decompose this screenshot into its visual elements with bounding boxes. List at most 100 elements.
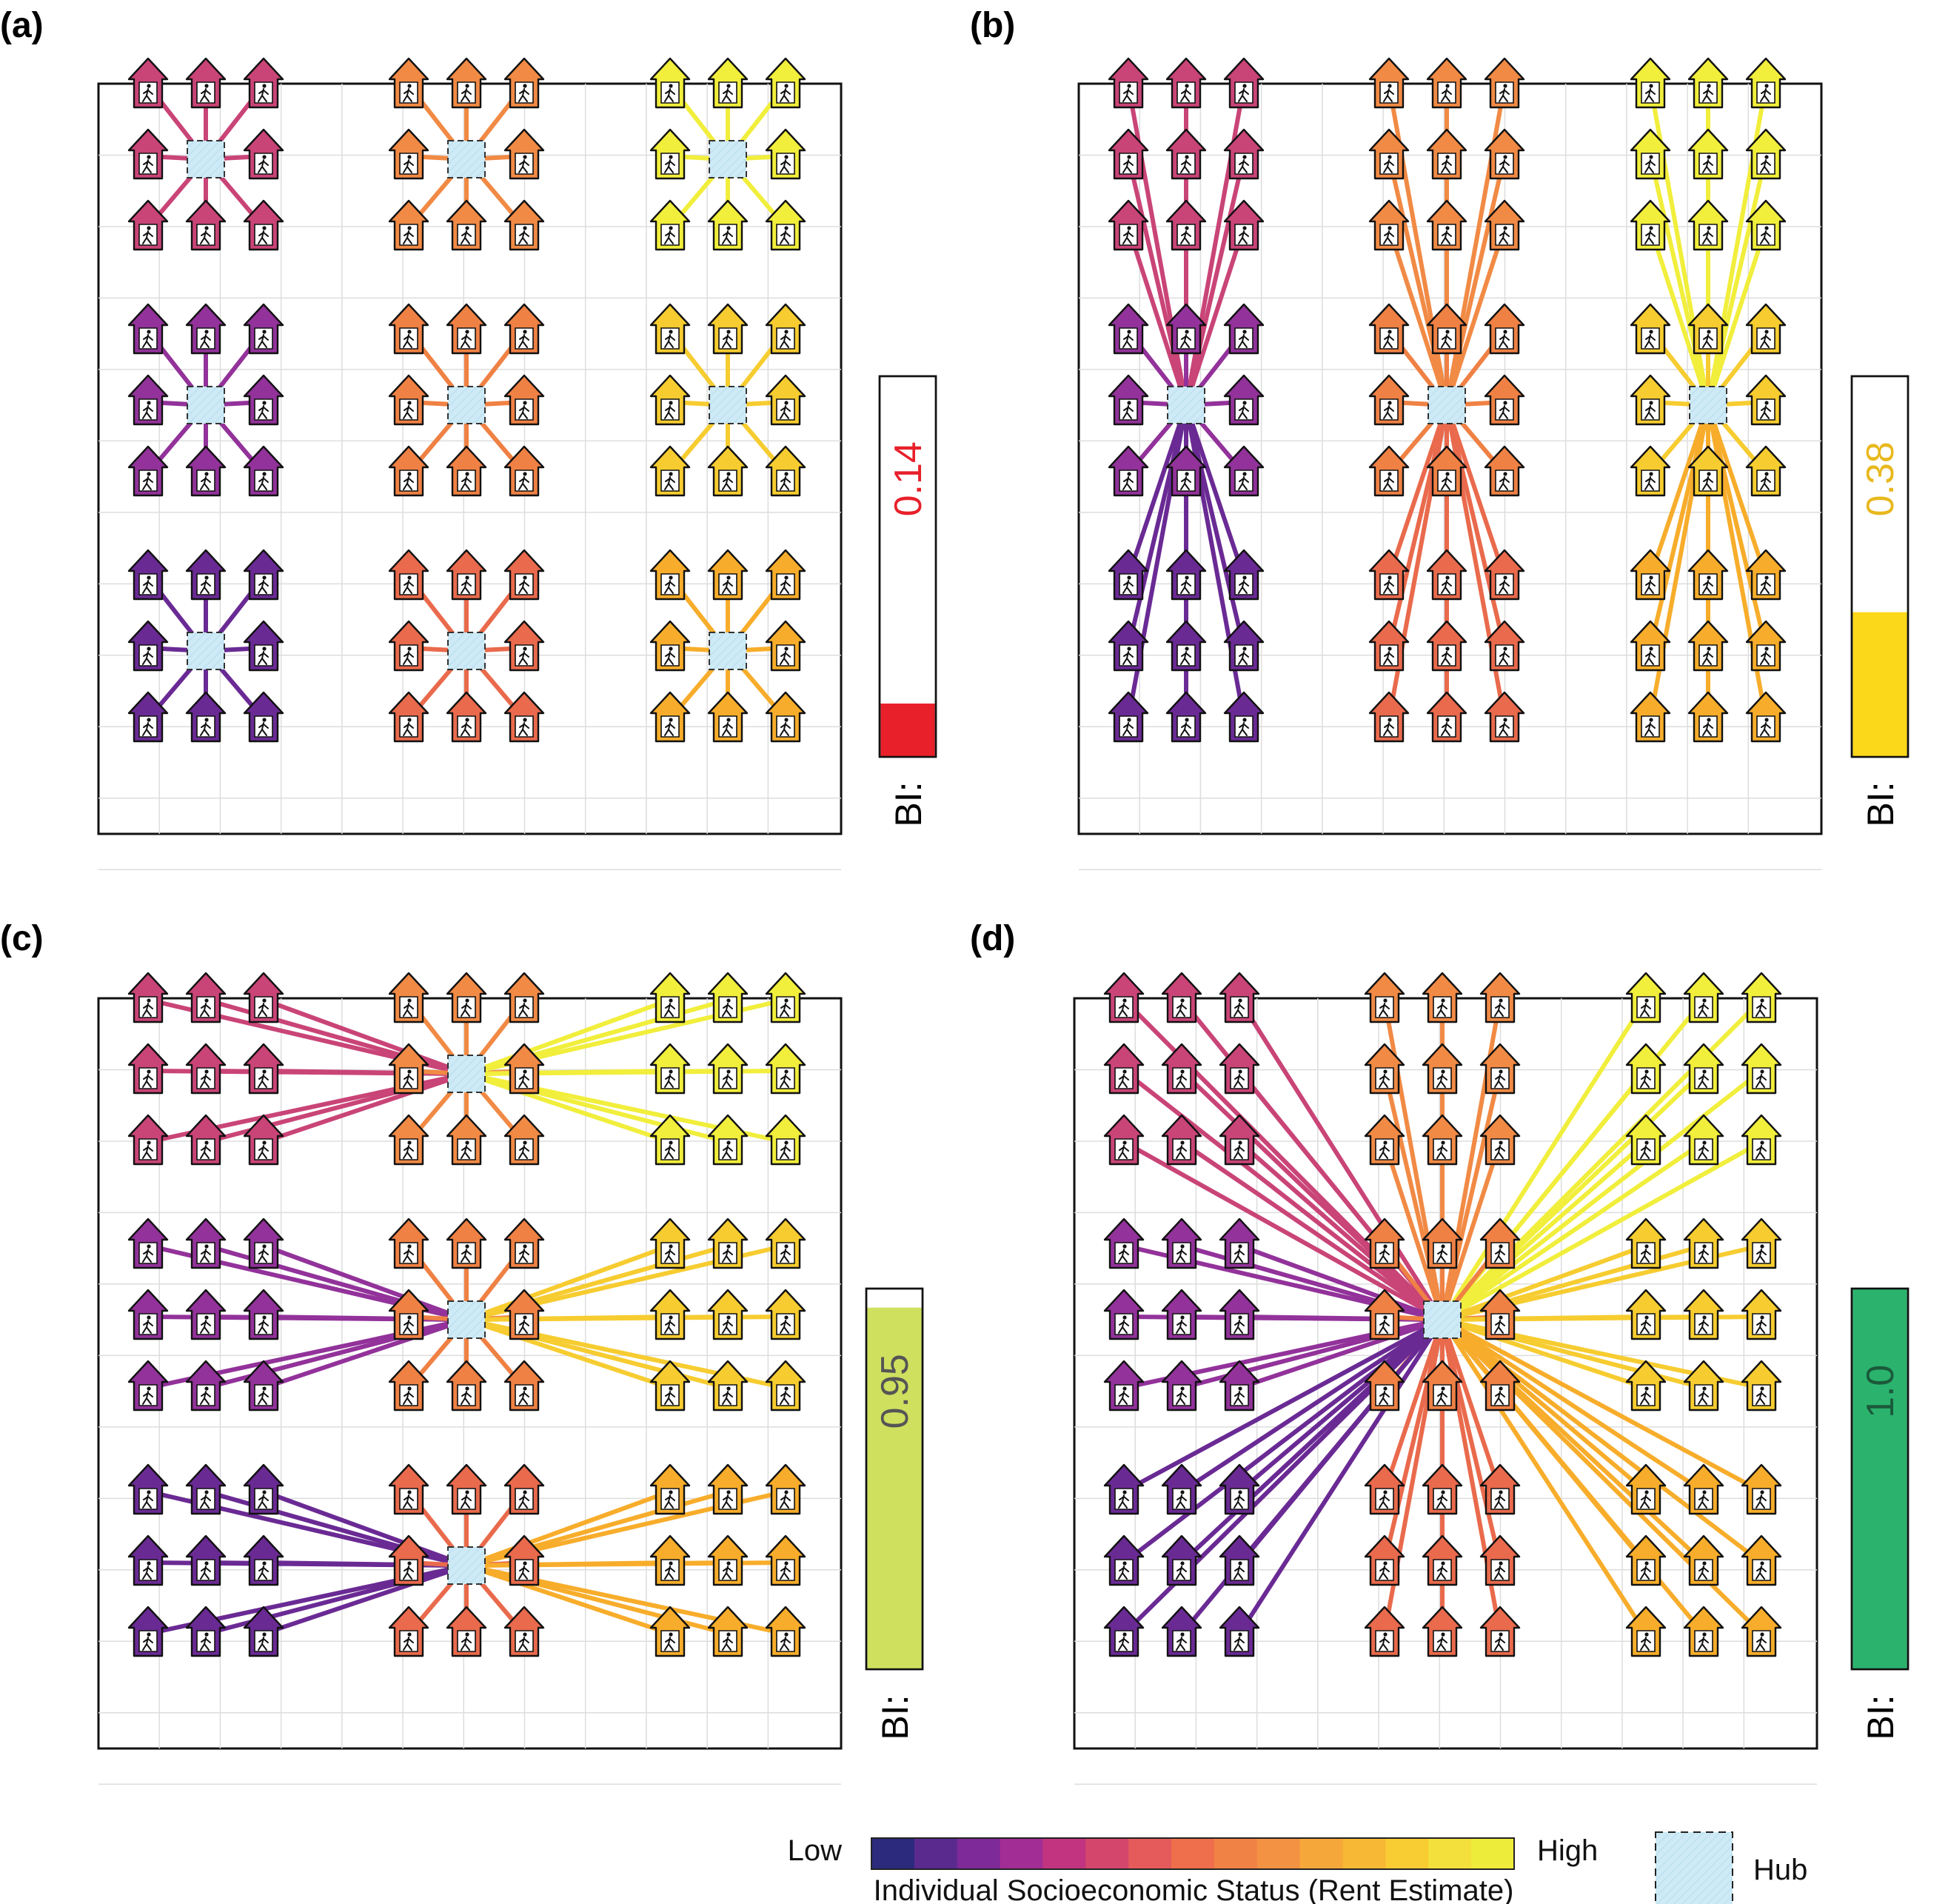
house-icon bbox=[1630, 57, 1671, 109]
pedestrian-icon bbox=[1379, 1490, 1390, 1509]
connection-line bbox=[1237, 998, 1445, 1322]
connection-line bbox=[261, 998, 469, 1076]
house-icon bbox=[1479, 972, 1521, 1023]
house-icon bbox=[503, 374, 545, 426]
house-icon bbox=[1219, 1217, 1260, 1269]
pedestrian-icon bbox=[518, 1490, 529, 1509]
pedestrian-icon bbox=[200, 226, 211, 244]
house-icon bbox=[1161, 1289, 1202, 1340]
connection-line bbox=[1387, 154, 1449, 407]
pedestrian-icon bbox=[1702, 647, 1713, 665]
pedestrian-icon bbox=[722, 718, 733, 736]
pedestrian-icon bbox=[1436, 1632, 1447, 1651]
connection-line bbox=[1126, 403, 1188, 579]
house-icon bbox=[127, 1360, 169, 1412]
house-icon bbox=[185, 199, 227, 251]
pedestrian-icon bbox=[1702, 155, 1713, 173]
house-icon bbox=[243, 620, 284, 672]
pedestrian-icon bbox=[1698, 1632, 1709, 1651]
pedestrian-icon bbox=[258, 1244, 269, 1263]
pedestrian-icon bbox=[1383, 226, 1394, 244]
pedestrian-icon bbox=[1755, 998, 1767, 1017]
pedestrian-icon bbox=[518, 472, 529, 490]
pedestrian-icon bbox=[664, 1386, 675, 1405]
pedestrian-icon bbox=[1640, 1244, 1651, 1263]
connection-line bbox=[1440, 1317, 1706, 1494]
pedestrian-icon bbox=[403, 1561, 414, 1580]
pedestrian-icon bbox=[1640, 1490, 1651, 1509]
house-icon bbox=[1687, 303, 1729, 355]
connection-line bbox=[464, 1489, 672, 1568]
pedestrian-icon bbox=[780, 1490, 791, 1509]
pedestrian-icon bbox=[1702, 718, 1713, 736]
house-icon bbox=[707, 1606, 749, 1657]
pedestrian-icon bbox=[1436, 1386, 1447, 1405]
house-icon bbox=[765, 549, 806, 601]
house-icon bbox=[1223, 374, 1265, 426]
pedestrian-icon bbox=[1234, 998, 1245, 1017]
pedestrian-icon bbox=[780, 1140, 791, 1159]
connection-line bbox=[1382, 1140, 1445, 1322]
house-icon bbox=[1484, 303, 1525, 355]
house-icon bbox=[1165, 303, 1207, 355]
house-icon bbox=[503, 1289, 545, 1340]
pedestrian-icon bbox=[1702, 226, 1713, 244]
colorbar-cell bbox=[1342, 1838, 1386, 1869]
pedestrian-icon bbox=[1644, 575, 1656, 594]
house-icon bbox=[1364, 1043, 1405, 1095]
house-icon bbox=[446, 445, 487, 497]
house-icon bbox=[243, 1217, 284, 1269]
house-icon bbox=[1683, 1534, 1724, 1586]
pedestrian-icon bbox=[1122, 226, 1134, 244]
colorbar-cell bbox=[1299, 1838, 1344, 1869]
pedestrian-icon bbox=[1379, 1315, 1390, 1334]
hubs bbox=[447, 1055, 486, 1585]
pedestrian-icon bbox=[518, 1244, 529, 1263]
pedestrian-icon bbox=[1698, 1315, 1709, 1334]
house-icon bbox=[127, 1534, 169, 1586]
house-icon bbox=[1368, 199, 1410, 251]
pedestrian-icon bbox=[722, 998, 733, 1017]
house-icon bbox=[388, 972, 429, 1023]
house-icon bbox=[1219, 1114, 1260, 1166]
house-icon bbox=[1368, 303, 1410, 355]
house-icon bbox=[185, 1534, 227, 1586]
house-icon bbox=[765, 1043, 806, 1095]
house-icon bbox=[243, 1360, 284, 1412]
house-icon bbox=[1364, 972, 1405, 1023]
pedestrian-icon bbox=[1702, 84, 1713, 102]
pedestrian-icon bbox=[780, 998, 791, 1017]
pedestrian-icon bbox=[664, 84, 675, 102]
hub-square bbox=[1167, 386, 1205, 424]
house-icon bbox=[707, 1217, 749, 1269]
connection-line bbox=[1122, 1317, 1445, 1494]
house-icon bbox=[127, 691, 169, 743]
hub-square bbox=[1427, 386, 1466, 424]
house-icon bbox=[1368, 57, 1410, 109]
colorbar-title: Individual Socioeconomic Status (Rent Es… bbox=[874, 1874, 1514, 1904]
house-icon bbox=[765, 1360, 806, 1412]
house-icon bbox=[503, 972, 545, 1023]
pedestrian-icon bbox=[200, 718, 211, 736]
house-icon bbox=[185, 1114, 227, 1166]
house-icon bbox=[1741, 1114, 1782, 1166]
pedestrian-icon bbox=[1122, 330, 1134, 348]
house-icon bbox=[185, 57, 227, 109]
pedestrian-icon bbox=[403, 1315, 414, 1334]
house-icon bbox=[1484, 57, 1525, 109]
connection-line bbox=[1440, 1243, 1648, 1322]
house-icon bbox=[1368, 691, 1410, 743]
house-icon bbox=[1683, 1360, 1724, 1412]
pedestrian-icon bbox=[403, 647, 414, 665]
pedestrian-icon bbox=[1702, 575, 1713, 594]
connection-line bbox=[1126, 225, 1188, 407]
house-icon bbox=[503, 128, 545, 180]
house-icon bbox=[707, 303, 749, 355]
house-icon bbox=[649, 1217, 691, 1269]
house-icon bbox=[1484, 549, 1525, 601]
house-icon bbox=[1484, 620, 1525, 672]
pedestrian-icon bbox=[518, 1632, 529, 1651]
house-icon bbox=[1103, 1606, 1145, 1657]
pedestrian-icon bbox=[518, 1069, 529, 1088]
hub-square bbox=[709, 632, 747, 670]
